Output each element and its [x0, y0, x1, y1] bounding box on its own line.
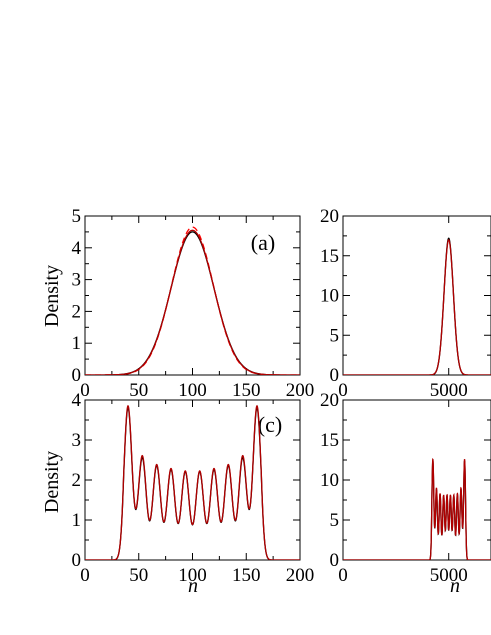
panel-a: Density (a) 0 50 100 150 200 0 1 2 3 4 5	[41, 206, 314, 401]
y-tick-label: 0	[330, 365, 340, 386]
y-tick-label: 0	[72, 365, 82, 386]
panel-a-label: (a)	[251, 230, 275, 255]
x-tick-label: 200	[286, 380, 315, 401]
panel-b: 0 5000 0 5 10 15 20	[320, 206, 491, 401]
y-tick-label: 10	[320, 470, 339, 491]
y-tick-label: 15	[320, 430, 339, 451]
x-tick-label: 200	[286, 565, 315, 586]
series-line-2	[85, 229, 300, 375]
axes-frame	[342, 215, 491, 376]
x-tick-label: 0	[80, 565, 90, 586]
axes-frame	[342, 399, 491, 561]
x-tick-label: 0	[338, 565, 348, 586]
panel-d: n 0 5000 0 5 10 15 20	[320, 390, 491, 597]
y-tick-label: 3	[72, 430, 82, 451]
series-line-1	[85, 404, 300, 560]
y-tick-label: 10	[320, 286, 339, 307]
x-tick-label: 50	[129, 565, 148, 586]
panel-c-label: (c)	[258, 412, 282, 437]
x-tick-label: 0	[338, 380, 348, 401]
y-tick-label: 3	[72, 270, 82, 291]
y-tick-label: 0	[330, 550, 340, 571]
panel-d-xlabel: n	[450, 575, 460, 597]
y-tick-label: 20	[320, 390, 339, 411]
y-tick-label: 4	[72, 390, 82, 411]
series-line-0	[343, 459, 491, 560]
x-tick-label: 5000	[430, 380, 468, 401]
panel-c-xlabel: n	[188, 575, 198, 597]
x-tick-label: 100	[178, 380, 207, 401]
y-tick-label: 5	[330, 510, 340, 531]
panel-a-ylabel: Density	[41, 265, 63, 327]
y-tick-label: 1	[72, 510, 82, 531]
panel-c: Density (c) n 0 50 100 150 200 0 1 2 3 4	[41, 390, 314, 597]
x-tick-label: 100	[178, 565, 207, 586]
series-line-1	[343, 239, 491, 375]
y-tick-label: 4	[72, 238, 82, 259]
y-tick-label: 2	[72, 470, 82, 491]
x-tick-label: 5000	[430, 565, 468, 586]
x-tick-label: 150	[232, 565, 261, 586]
y-tick-label: 2	[72, 301, 82, 322]
y-tick-label: 20	[320, 206, 339, 227]
y-tick-label: 0	[72, 550, 82, 571]
y-tick-label: 5	[72, 206, 82, 227]
panel-c-ylabel: Density	[41, 451, 63, 513]
y-tick-label: 5	[330, 325, 340, 346]
x-tick-label: 0	[80, 380, 90, 401]
x-tick-label: 150	[232, 380, 261, 401]
series-line-1	[343, 458, 491, 560]
y-tick-label: 15	[320, 246, 339, 267]
x-tick-label: 50	[129, 380, 148, 401]
y-tick-label: 1	[72, 333, 82, 354]
series-line-0	[343, 237, 491, 375]
